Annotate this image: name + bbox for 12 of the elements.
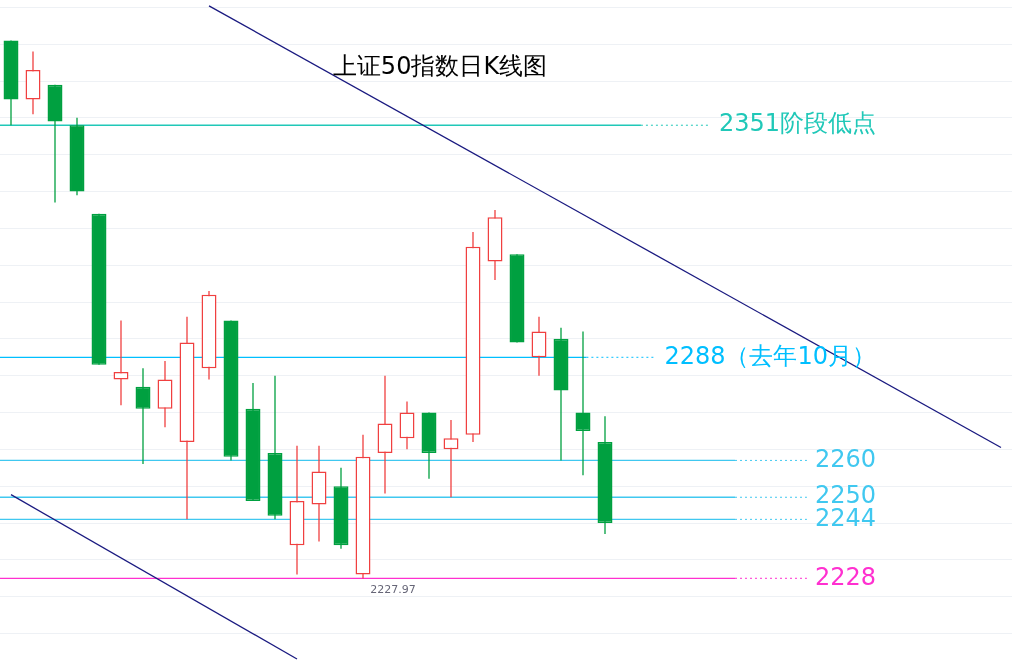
candlestick xyxy=(531,316,547,377)
candlestick xyxy=(443,419,459,498)
ref-line-label: 2260 xyxy=(814,444,876,473)
ref-line-label: 2351阶段低点 xyxy=(718,109,876,138)
annotation: 2227.97 xyxy=(370,583,416,597)
candlestick xyxy=(113,319,129,406)
ref-line-label: 2228 xyxy=(814,562,876,591)
candlestick xyxy=(135,367,151,465)
text: 上证50指数日K线图 xyxy=(332,52,548,81)
ref-line-label: 2244 xyxy=(814,503,876,532)
candlestick xyxy=(575,330,591,476)
candlestick xyxy=(399,400,415,451)
